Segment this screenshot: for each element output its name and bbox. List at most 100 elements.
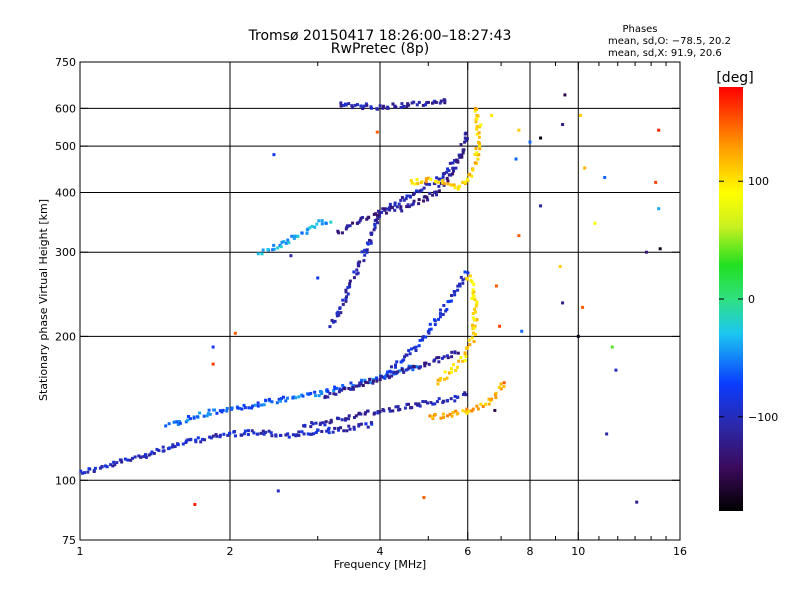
data-point [329,220,333,224]
data-point [376,217,380,221]
data-point [437,356,441,360]
data-point [269,431,273,435]
data-point [399,360,403,364]
data-point [452,159,456,163]
data-point [422,199,426,203]
data-point [373,226,377,230]
data-point [404,197,408,201]
y-tick-label: 75 [62,534,76,547]
data-point [221,408,225,412]
data-point [450,355,454,359]
data-point [355,268,359,272]
data-point [395,360,399,364]
data-point [262,403,266,407]
data-point [307,392,311,396]
data-point [218,409,222,413]
data-point [292,395,296,399]
data-point [92,469,96,473]
x-tick-label: 10 [571,545,585,558]
data-point [424,361,428,365]
data-point [364,410,368,414]
data-point [242,432,246,436]
data-point [357,424,361,428]
data-point [376,411,380,415]
data-point [450,350,454,354]
y-tick-label: 750 [55,56,76,69]
data-point [423,364,427,368]
data-point [251,404,255,408]
data-point [472,282,476,286]
data-point [471,288,475,292]
data-point [386,370,390,374]
data-point [375,213,379,217]
data-point [430,101,434,105]
data-point [218,433,222,437]
data-point [443,99,447,103]
data-point [255,432,259,436]
data-point [357,412,361,416]
data-point [332,392,336,396]
data-point [323,423,327,427]
data-point [466,179,470,183]
data-point [352,427,356,431]
data-point [581,305,585,309]
data-point [240,433,244,437]
data-point [200,437,204,441]
data-point [363,412,367,416]
data-point [337,416,341,420]
data-point [310,224,314,228]
data-point [465,410,469,414]
data-point [441,400,445,404]
data-point [262,432,266,436]
data-point [369,421,373,425]
data-point [443,171,447,175]
data-point [442,182,446,186]
data-point [471,316,475,320]
data-point [477,153,481,157]
data-point [326,395,330,399]
data-point [452,169,456,173]
data-point [415,365,419,369]
data-point [267,397,271,401]
data-point [327,426,331,430]
data-point [445,376,449,380]
data-point [207,408,211,412]
data-point [372,412,376,416]
data-point [155,447,159,451]
data-point [296,234,300,238]
data-point [290,234,294,238]
data-point [471,331,475,335]
data-point [461,278,465,282]
data-point [439,99,443,103]
data-point [461,180,465,184]
data-point [407,366,411,370]
data-point [250,429,254,433]
data-point [361,107,365,111]
chart-title: Tromsø 20150417 18:26:00–18:27:43 [248,28,512,44]
data-point [284,241,288,245]
data-point [264,398,268,402]
data-point [610,345,614,349]
data-point [344,227,348,231]
data-point [370,106,374,110]
data-point [395,205,399,209]
data-point [468,172,472,176]
data-point [383,376,387,380]
data-point [396,370,400,374]
data-point [330,318,334,322]
data-point [411,202,415,206]
data-point [378,378,382,382]
data-point [278,434,282,438]
data-point [337,390,341,394]
data-point [368,380,372,384]
data-point [311,422,315,426]
data-point [424,400,428,404]
data-point [399,207,403,211]
data-point [130,456,134,460]
data-point [335,386,339,390]
data-point [452,166,456,170]
data-point [419,365,423,369]
data-point [373,223,377,227]
data-point [424,180,428,184]
data-point [478,125,482,129]
